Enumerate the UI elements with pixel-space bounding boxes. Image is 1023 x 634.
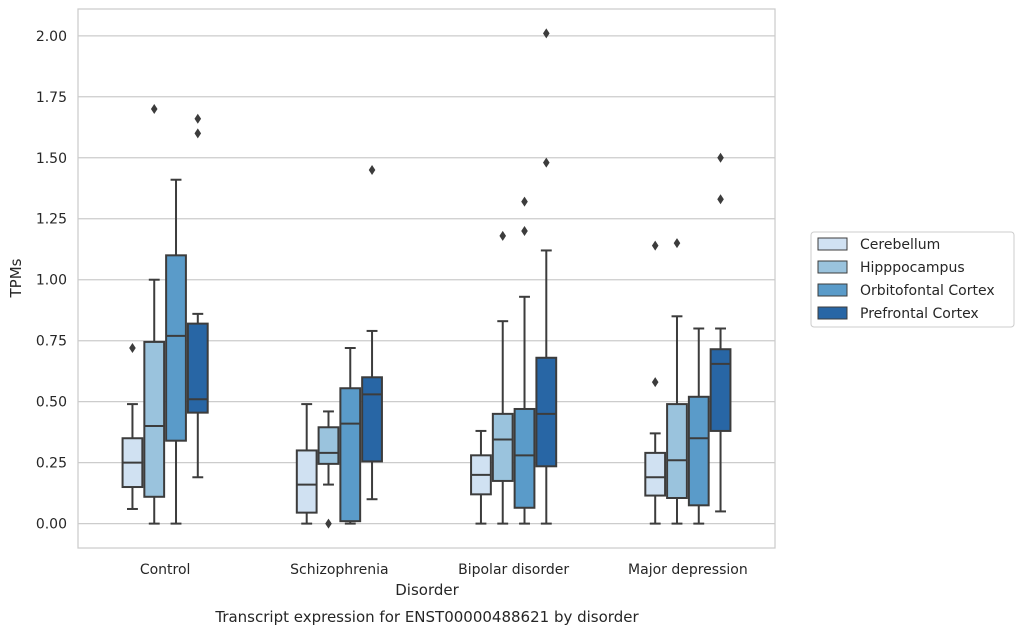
outlier-point (129, 343, 136, 354)
box-body (165, 254, 187, 442)
outlier-point (717, 152, 724, 163)
box-body (339, 387, 362, 523)
box (339, 347, 362, 525)
box (644, 240, 667, 525)
y-tick-label: 0.00 (36, 517, 67, 533)
legend: Cerebellum Hipppocampus Orbitofontal Corte… (810, 231, 1015, 328)
legend-label: Hipppocampus (860, 260, 965, 276)
outlier-point (499, 230, 507, 241)
legend-swatch (817, 237, 848, 251)
legend-label: Cerebellum (860, 237, 940, 253)
y-tick-label: 0.75 (36, 334, 67, 350)
legend-label: Orbitofontal Cortex (860, 283, 995, 299)
box-body (535, 356, 558, 468)
box (470, 429, 492, 525)
box-body (666, 403, 688, 500)
x-tick-label: Schizophrenia (290, 562, 388, 578)
y-tick-label: 1.00 (36, 273, 67, 289)
outlier-point (542, 157, 550, 168)
box (186, 113, 209, 479)
x-tick-label: Control (140, 562, 191, 578)
y-tick-labels: 0.00 0.25 0.50 0.75 1.00 1.25 1.50 1.75 2.00 (36, 29, 67, 533)
outlier-point (521, 196, 528, 207)
y-tick-label: 1.50 (36, 151, 67, 167)
outlier-point (150, 103, 158, 114)
chart-title: Transcript expression for ENST0000048862… (214, 608, 639, 626)
legend-swatch (817, 283, 848, 297)
box-body (687, 395, 710, 507)
box-body (513, 407, 536, 509)
legend-label: Prefrontal Cortex (860, 306, 979, 322)
box-body (143, 340, 166, 498)
legend-swatch (817, 306, 848, 320)
box-body (186, 322, 209, 414)
x-axis-title: Disorder (395, 581, 459, 599)
box (361, 164, 383, 501)
y-tick-label: 1.25 (36, 212, 67, 228)
plot-marks (121, 28, 732, 529)
box (535, 28, 558, 525)
outlier-point (368, 164, 376, 175)
box (165, 178, 187, 525)
outlier-point (673, 238, 681, 249)
legend-swatch (817, 260, 848, 274)
y-tick-label: 1.75 (36, 90, 67, 106)
box-body (317, 426, 340, 465)
box (121, 343, 144, 510)
box-body (491, 412, 514, 482)
outlier-point (717, 194, 724, 205)
box (491, 230, 514, 525)
legend-frame (810, 231, 1015, 328)
box (317, 410, 340, 529)
plot-frame (77, 8, 776, 549)
box (709, 152, 732, 513)
box (295, 403, 318, 525)
box (666, 238, 688, 525)
x-tick-labels: Control Schizophrenia Bipolar disorder Majo… (140, 562, 748, 578)
outlier-point (194, 128, 202, 139)
outlier-point (521, 225, 528, 236)
box-body (295, 449, 318, 514)
outlier-point (651, 377, 659, 388)
box-body (361, 376, 383, 463)
outlier-point (542, 28, 550, 39)
box-body (644, 451, 667, 497)
x-tick-label: Bipolar disorder (458, 562, 569, 578)
outlier-point (194, 113, 202, 124)
x-tick-label: Major depression (628, 562, 748, 578)
outlier-point (651, 240, 659, 251)
y-tick-label: 2.00 (36, 29, 67, 45)
outlier-point (325, 518, 332, 529)
box (687, 327, 710, 525)
y-tick-label: 0.50 (36, 395, 67, 411)
box-body (709, 348, 732, 432)
box (513, 196, 536, 525)
box (143, 103, 166, 525)
y-axis-title: TPMs (7, 258, 25, 298)
y-tick-label: 0.25 (36, 456, 67, 472)
